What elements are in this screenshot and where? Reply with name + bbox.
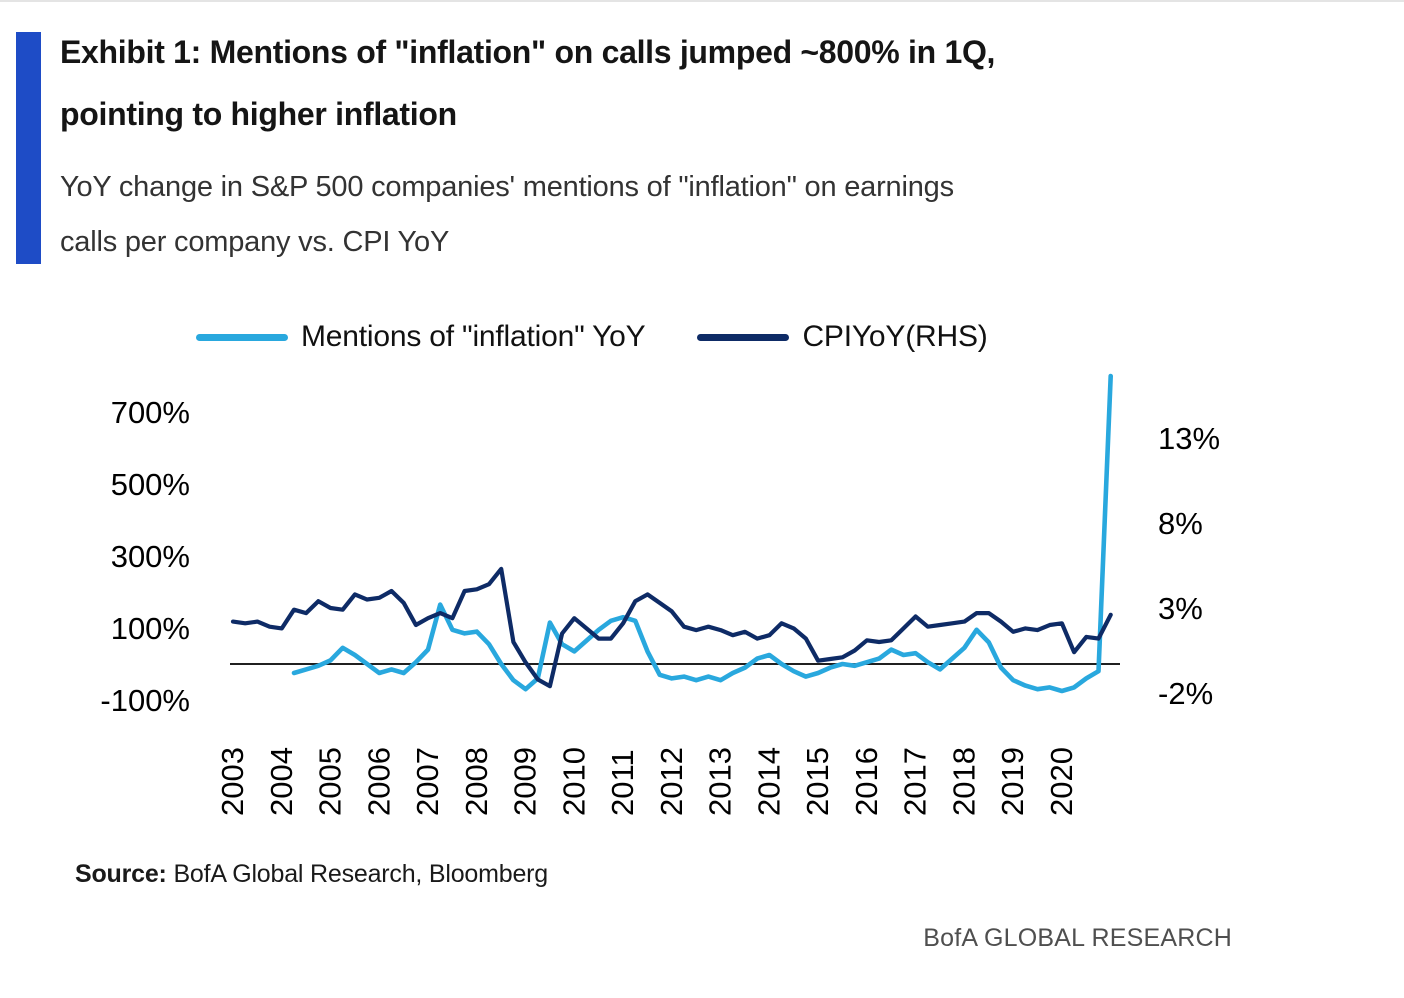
exhibit-header: Exhibit 1: Mentions of "inflation" on ca… [60,36,1250,270]
x-axis-tick: 2016 [849,747,884,816]
left-axis-tick: 700% [111,395,190,430]
exhibit-subtitle: YoY change in S&P 500 companies' mention… [60,160,1250,270]
exhibit-subtitle-line-2: calls per company vs. CPI YoY [60,226,450,259]
mentions-series-line [291,373,1113,694]
legend-item-mentions: Mentions of "inflation" YoY [196,320,646,354]
left-axis-tick: 300% [111,539,190,574]
cpi-series-line [230,566,1113,689]
exhibit-subtitle-line-1: YoY change in S&P 500 companies' mention… [60,171,954,203]
x-axis-tick: 2017 [898,747,933,816]
source-line: Source: BofA Global Research, Bloomberg [75,860,548,889]
exhibit-title-line-1: Exhibit 1: Mentions of "inflation" on ca… [60,34,996,70]
brand-footer: BofA GLOBAL RESEARCH [923,924,1232,952]
x-axis-tick: 2012 [654,747,689,816]
x-axis-tick: 2010 [556,747,591,816]
left-axis-tick: 100% [111,611,190,646]
x-axis-tick: 2014 [751,747,786,816]
x-axis-tick: 2020 [1044,747,1079,816]
x-axis-tick: 2013 [703,747,738,816]
x-axis-tick: 2018 [946,747,981,816]
right-axis-tick: 8% [1158,506,1203,541]
x-axis-tick: 2003 [215,747,250,816]
right-axis-tick: -2% [1158,676,1213,711]
right-axis-tick: 3% [1158,591,1203,626]
x-axis-tick: 2011 [605,749,640,816]
x-axis-tick: 2019 [995,747,1030,816]
x-axis-tick: 2008 [459,747,494,816]
legend-label-mentions: Mentions of "inflation" YoY [301,320,646,353]
x-axis-tick: 2004 [264,747,299,816]
exhibit-accent-bar [16,32,41,264]
legend-item-cpi: CPIYoY(RHS) [697,320,988,354]
right-axis-tick: 13% [1158,421,1220,456]
x-axis-tick: 2005 [313,747,348,816]
legend-swatch-cpi-icon [697,333,790,341]
source-label: Source: [75,860,167,888]
legend-swatch-mentions-icon [196,333,288,341]
chart-legend: Mentions of "inflation" YoY CPIYoY(RHS) [196,320,988,354]
left-axis-tick: -100% [100,683,190,718]
x-axis-tick: 2007 [410,747,445,816]
x-axis-tick: 2015 [800,747,835,816]
source-text: BofA Global Research, Bloomberg [173,860,548,888]
left-axis-tick: 500% [111,467,190,502]
legend-label-cpi: CPIYoY(RHS) [802,320,988,353]
x-axis-tick: 2006 [361,747,396,816]
exhibit-title-line-2: pointing to higher inflation [60,96,457,132]
x-axis-tick: 2009 [508,747,543,816]
